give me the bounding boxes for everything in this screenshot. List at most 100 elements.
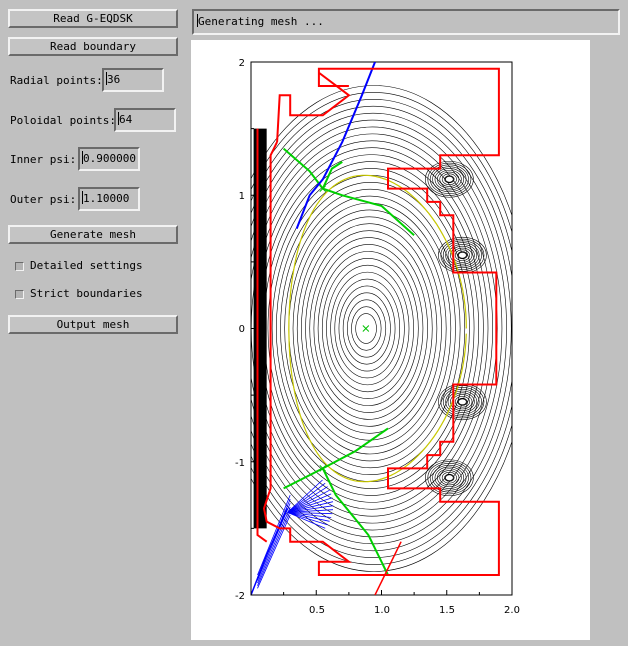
coil-contour — [442, 387, 482, 417]
flux-contour — [267, 168, 475, 489]
mesh-leg-line — [257, 510, 291, 586]
mesh-fan-line — [287, 512, 333, 515]
strict-boundaries-checkbox[interactable] — [15, 290, 24, 299]
flux-contour — [355, 313, 377, 344]
xpoint-upper-marker — [319, 185, 327, 192]
generate-mesh-button[interactable]: Generate mesh — [8, 225, 178, 244]
x-tick-3: 2.0 — [504, 605, 520, 616]
mesh-fan-line — [287, 489, 330, 513]
inner-psi-label: Inner psi: — [10, 153, 77, 166]
coil-contour — [450, 392, 475, 412]
coil-contour — [439, 171, 460, 187]
mesh-upper-line — [295, 62, 376, 229]
output-mesh-button[interactable]: Output mesh — [8, 315, 178, 334]
coil-contour — [457, 397, 468, 406]
read-boundary-button[interactable]: Read boundary — [8, 37, 178, 56]
coil-contour — [441, 173, 457, 185]
radial-points-label: Radial points: — [10, 74, 103, 87]
coil-center — [458, 398, 467, 406]
flux-contour — [305, 230, 433, 427]
separatrix-lower — [283, 467, 389, 576]
read-geqdsk-button[interactable]: Read G-EQDSK — [8, 9, 178, 28]
flux-contour — [251, 126, 503, 531]
flux-contour — [317, 251, 419, 406]
separatrix-upper-leg — [321, 161, 343, 190]
flux-contour — [342, 292, 391, 365]
coil-contour — [432, 464, 467, 491]
mesh-fan-line — [287, 512, 332, 518]
flux-contour — [292, 209, 447, 448]
separatrix-upper — [282, 147, 415, 236]
wall-boundary — [262, 67, 500, 576]
flux-contour — [251, 99, 512, 558]
mesh-leg-line — [257, 502, 291, 581]
coil-contour — [439, 470, 460, 486]
y-tick-1: 1 — [239, 191, 245, 202]
y-tick-0: 2 — [239, 58, 245, 69]
flux-contour — [338, 285, 396, 372]
mesh-fan-line — [287, 486, 328, 513]
coil-contour — [429, 463, 469, 493]
divertor-plate — [374, 541, 402, 595]
mesh-fan-line — [287, 512, 326, 529]
mesh-fan-line — [287, 512, 330, 522]
coil-contour — [434, 168, 465, 191]
mesh-leg-line — [257, 498, 291, 578]
status-text: Generating mesh ... — [198, 15, 324, 28]
y-tick-2: 0 — [239, 324, 245, 335]
detailed-settings-checkbox[interactable] — [15, 262, 24, 271]
y-tick-3: -1 — [235, 458, 245, 469]
coil-contour — [432, 166, 467, 193]
coil-contour — [454, 249, 470, 261]
coil-contour — [441, 472, 457, 484]
outer-psi-label: Outer psi: — [10, 193, 77, 206]
coil-contour — [454, 396, 470, 408]
coil-contour — [437, 468, 462, 488]
equilibrium-plot: 0.5 1.0 1.5 2.0 2 1 0 -1 -2 — [235, 58, 520, 616]
flux-contour — [280, 188, 461, 469]
flux-contour — [251, 85, 512, 572]
coil-contour — [450, 245, 475, 265]
coil-contour — [427, 162, 472, 196]
mesh-fan-line — [287, 509, 334, 513]
mesh-fan-line — [287, 505, 334, 513]
status-bar: Generating mesh ... — [192, 9, 620, 35]
coil-center — [458, 251, 467, 259]
flux-contour — [321, 257, 414, 400]
separatrix-lower-leg — [322, 427, 389, 470]
flux-contour — [284, 195, 456, 462]
mesh-fan-line — [287, 479, 323, 513]
flux-contour — [313, 244, 424, 413]
coil-contour — [447, 244, 478, 267]
radial-points-input[interactable]: 36 — [102, 68, 164, 92]
coil-contour — [429, 164, 469, 194]
flux-contour — [301, 223, 438, 434]
coil-contour — [444, 473, 455, 482]
inner-psi-input[interactable]: 0.900000 — [78, 147, 140, 171]
coil-contour — [425, 160, 474, 198]
mesh-fan-line — [287, 501, 334, 513]
y-tick-4: -2 — [235, 591, 245, 602]
coil-contour — [440, 385, 485, 419]
mesh-fan-line — [287, 497, 333, 513]
plot-canvas[interactable]: 0.5 1.0 1.5 2.0 2 1 0 -1 -2 — [191, 40, 590, 640]
flux-contour — [309, 237, 428, 420]
magnetic-axis-marker — [362, 325, 370, 332]
coil-contour — [437, 169, 462, 189]
flux-contour — [276, 181, 466, 476]
coil-contour — [440, 238, 485, 272]
outer-psi-input[interactable]: 1.10000 — [78, 187, 140, 211]
coil-center — [444, 474, 454, 482]
xpoint-lower-marker — [319, 465, 327, 472]
coil-contour — [442, 240, 482, 270]
coil-contour — [457, 251, 468, 260]
mesh-leg-line — [257, 506, 291, 584]
coil-contour — [425, 459, 474, 497]
flux-contour — [351, 306, 382, 351]
poloidal-points-input[interactable]: 64 — [114, 108, 176, 132]
flux-contour — [334, 278, 401, 379]
coil-contour — [445, 242, 480, 269]
flux-contour — [347, 299, 387, 358]
last-closed-surface — [288, 174, 467, 483]
flux-contour — [251, 119, 507, 538]
